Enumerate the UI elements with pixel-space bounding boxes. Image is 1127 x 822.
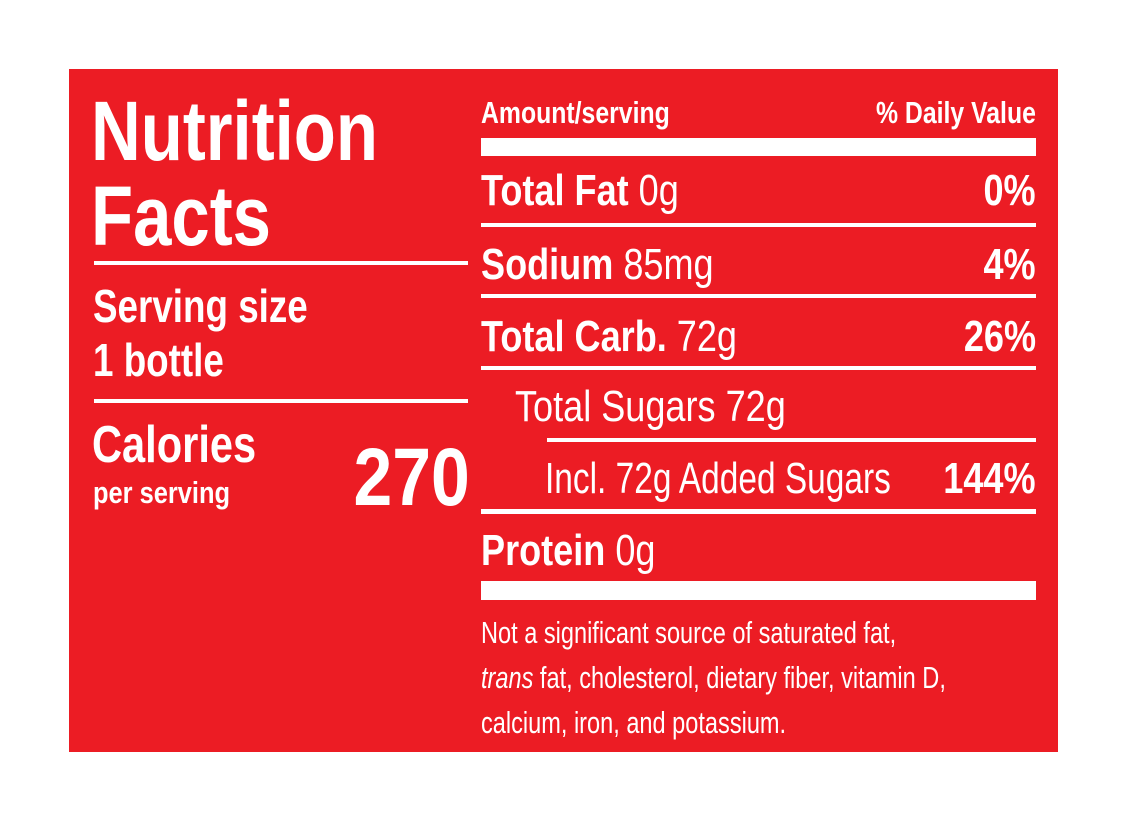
title-facts: Facts [91, 169, 271, 263]
dv-sodium: 4% [983, 240, 1036, 289]
nutrient-amount: 72g [676, 312, 737, 361]
nutrient-name: Sodium [481, 240, 614, 289]
divider [94, 399, 468, 403]
divider [481, 366, 1036, 370]
calories-value: 270 [353, 432, 470, 523]
header-daily-value: % Daily Value [876, 95, 1036, 130]
nutrition-facts-label: Nutrition Facts Serving size 1 bottle Ca… [69, 69, 1058, 752]
title-nutrition: Nutrition [91, 84, 378, 178]
row-sodium: Sodium 85mg [481, 243, 714, 287]
footnote-text: fat, cholesterol, dietary fiber, vitamin… [539, 660, 946, 695]
row-total-carb: Total Carb. 72g [481, 315, 737, 359]
row-total-fat: Total Fat 0g [481, 169, 679, 213]
header-amount-serving: Amount/serving [481, 95, 670, 130]
calories-label: Calories [92, 416, 257, 474]
dv-added-sugars: 144% [943, 454, 1036, 503]
serving-size-label: Serving size [93, 280, 308, 332]
divider [94, 261, 468, 265]
thick-divider [481, 581, 1036, 600]
divider [481, 509, 1036, 514]
footnote-line-3: calcium, iron, and potassium. [481, 705, 787, 740]
nutrient-name: Total Carb. [481, 312, 667, 361]
divider [481, 294, 1036, 298]
row-added-sugars: Incl. 72g Added Sugars [545, 454, 891, 503]
nutrient-amount: 85mg [623, 240, 714, 289]
nutrient-name: Protein [481, 526, 606, 575]
thick-divider [481, 138, 1036, 156]
nutrient-name: Total Fat [481, 166, 629, 215]
row-total-sugars: Total Sugars 72g [515, 382, 786, 431]
divider [547, 438, 1036, 442]
nutrient-amount: 0g [615, 526, 656, 575]
nutrient-amount: 0g [638, 166, 679, 215]
dv-total-fat: 0% [983, 166, 1036, 215]
footnote-line-1: Not a significant source of saturated fa… [481, 615, 897, 650]
footnote-trans: trans [481, 660, 534, 695]
footnote-line-2: trans fat, cholesterol, dietary fiber, v… [481, 662, 946, 693]
divider [481, 223, 1036, 227]
serving-size-value: 1 bottle [93, 334, 224, 386]
calories-per-serving: per serving [93, 475, 231, 510]
dv-total-carb: 26% [963, 312, 1036, 361]
row-protein: Protein 0g [481, 529, 655, 573]
